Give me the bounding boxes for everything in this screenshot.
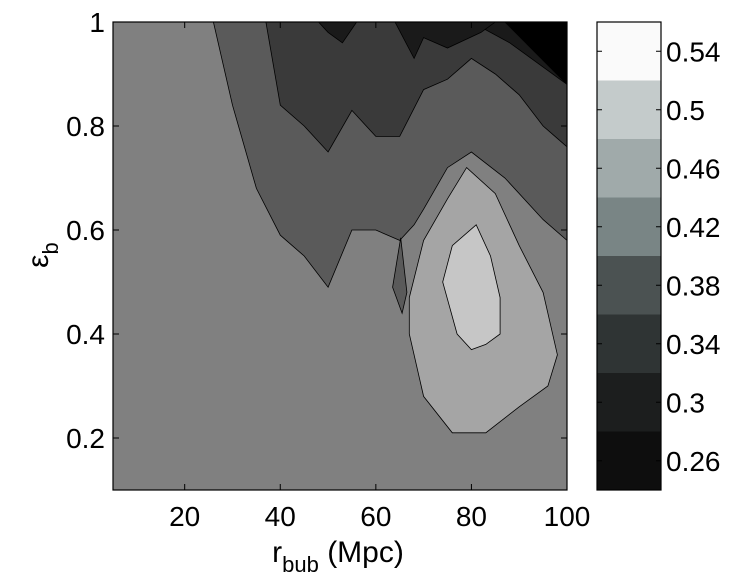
contour-region	[392, 237, 408, 315]
x-axis-label-main: r	[272, 536, 282, 569]
colorbar-tick-label: 0.3	[666, 387, 705, 418]
colorbar-tick-label: 0.34	[666, 329, 721, 360]
x-tick-label: 60	[360, 501, 391, 532]
y-axis-label: εb	[22, 242, 63, 268]
x-axis-label-sub: bub	[282, 552, 319, 577]
colorbar-tick-label: 0.46	[666, 153, 721, 184]
colorbar-segment	[597, 139, 661, 198]
y-axis: 0.2 0.4 0.6 0.8 1	[66, 7, 567, 454]
x-tick-label: 80	[456, 501, 487, 532]
colorbar-segment	[597, 314, 661, 373]
colorbar-segment	[597, 80, 661, 139]
plot-frame	[112, 21, 568, 491]
x-tick-label: 40	[265, 501, 296, 532]
colorbar-segment	[597, 22, 661, 81]
colorbar-segment	[597, 197, 661, 256]
colorbar-tick-label: 0.38	[666, 270, 721, 301]
x-axis: 20 40 60 80 100	[169, 22, 590, 532]
x-axis-label-unit: (Mpc)	[319, 536, 404, 569]
contour-region	[394, 22, 496, 60]
y-axis-label-main: ε	[22, 254, 55, 267]
colorbar-frame	[596, 21, 662, 491]
y-tick-label: 0.8	[66, 111, 105, 142]
colorbar-tick-label: 0.42	[666, 212, 721, 243]
contour-regions	[113, 22, 567, 490]
contour-region	[442, 224, 501, 351]
y-axis-label-sub: b	[38, 242, 63, 254]
colorbar: 0.26 0.3 0.34 0.38 0.42 0.46 0.5 0.54	[596, 21, 721, 491]
x-axis-label: rbub (Mpc)	[272, 536, 404, 577]
contour-plot-area	[112, 21, 568, 491]
colorbar-segment	[597, 373, 661, 432]
colorbar-tick-label: 0.26	[666, 446, 721, 477]
colorbar-tick-label: 0.5	[666, 95, 705, 126]
contour-region	[304, 22, 567, 85]
colorbar-segment	[597, 256, 661, 315]
y-tick-label: 0.6	[66, 215, 105, 246]
colorbar-tick-label: 0.54	[666, 36, 721, 67]
y-tick-label: 0.2	[66, 423, 105, 454]
contour-region	[504, 22, 567, 85]
y-tick-label: 0.4	[66, 319, 105, 350]
contour-region	[265, 22, 567, 153]
x-tick-label: 20	[169, 501, 200, 532]
colorbar-segment	[597, 431, 661, 490]
y-tick-label: 1	[89, 7, 105, 38]
contour-region	[317, 22, 358, 44]
x-tick-label: 100	[544, 501, 591, 532]
